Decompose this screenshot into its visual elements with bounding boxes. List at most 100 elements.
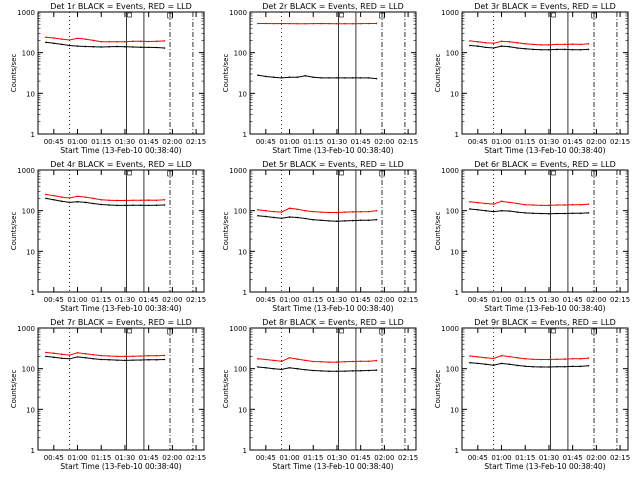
chart-title: Det 4r BLACK = Events, RED = LLD bbox=[50, 160, 192, 169]
series-point bbox=[147, 199, 150, 201]
x-tick-label: 00:45 bbox=[468, 138, 488, 146]
series-point bbox=[147, 204, 150, 207]
series-point bbox=[163, 358, 166, 361]
x-tick-label: 01:00 bbox=[279, 454, 299, 462]
series-point bbox=[76, 195, 79, 198]
x-tick-label: 02:15 bbox=[186, 296, 206, 304]
series-point bbox=[84, 357, 87, 359]
series-point bbox=[579, 43, 582, 46]
y-axis-label: Counts/sec bbox=[434, 370, 442, 409]
series-point bbox=[108, 45, 110, 48]
series-point bbox=[375, 77, 378, 80]
y-tick-label: 1 bbox=[455, 131, 459, 139]
series-point bbox=[532, 48, 534, 51]
x-tick-label: 01:30 bbox=[539, 454, 559, 462]
series-point bbox=[163, 199, 166, 201]
x-tick-label: 02:00 bbox=[374, 454, 394, 462]
series-point bbox=[587, 357, 590, 359]
y-tick-label: 10 bbox=[450, 406, 459, 414]
x-tick-label: 02:15 bbox=[610, 296, 630, 304]
y-tick-label: 100 bbox=[22, 366, 35, 374]
series-point bbox=[280, 217, 283, 220]
series-point bbox=[540, 212, 542, 215]
x-tick-label: 01:15 bbox=[91, 454, 111, 462]
series-point bbox=[288, 367, 291, 369]
flag-box bbox=[127, 328, 132, 334]
series-point bbox=[116, 204, 118, 207]
series-point bbox=[556, 43, 558, 46]
series-point bbox=[375, 369, 378, 371]
series-point bbox=[124, 204, 126, 207]
y-tick-label: 100 bbox=[234, 208, 247, 216]
x-tick-label: 01:30 bbox=[539, 296, 559, 304]
series-point bbox=[524, 357, 527, 360]
x-tick-label: 01:30 bbox=[327, 454, 347, 462]
x-tick-label: 01:15 bbox=[303, 138, 323, 146]
flag-box bbox=[551, 12, 556, 18]
x-tick-label: 02:00 bbox=[162, 454, 182, 462]
series-point bbox=[328, 361, 330, 363]
y-tick-label: 100 bbox=[234, 50, 247, 58]
series-point bbox=[76, 356, 79, 358]
series-point bbox=[540, 366, 542, 368]
series-point bbox=[265, 367, 267, 369]
chart-title: Det 1r BLACK = Events, RED = LLD bbox=[50, 2, 192, 11]
y-axis-label: Counts/sec bbox=[10, 212, 18, 251]
series-point bbox=[116, 359, 118, 361]
series-point bbox=[155, 40, 158, 43]
series-line bbox=[257, 357, 377, 363]
series-point bbox=[344, 77, 346, 79]
series-point bbox=[100, 358, 103, 361]
series-point bbox=[579, 365, 582, 368]
series-point bbox=[328, 211, 330, 214]
series-line bbox=[469, 355, 589, 360]
series-point bbox=[548, 366, 550, 368]
series-point bbox=[296, 208, 299, 211]
y-tick-label: 1 bbox=[455, 447, 459, 455]
series-point bbox=[257, 22, 259, 25]
series-point bbox=[100, 41, 103, 43]
series-point bbox=[328, 77, 330, 79]
flag-box bbox=[339, 12, 344, 18]
chart-panel: Det 3r BLACK = Events, RED = LLD 1 10 100 10… bbox=[434, 2, 630, 155]
series-point bbox=[500, 40, 503, 43]
x-tick-label: 01:00 bbox=[491, 296, 511, 304]
series-point bbox=[53, 42, 55, 45]
series-point bbox=[312, 210, 315, 213]
series-point bbox=[563, 204, 566, 206]
series-point bbox=[92, 45, 95, 48]
series-point bbox=[76, 201, 79, 203]
series-point bbox=[68, 201, 71, 204]
series-point bbox=[265, 215, 267, 218]
flag-box bbox=[127, 170, 132, 176]
chart-title: Det 2r BLACK = Events, RED = LLD bbox=[262, 2, 404, 11]
chart-panel: Det 2r BLACK = Events, RED = LLD 1 10 100 10… bbox=[222, 2, 418, 155]
y-tick-label: 10 bbox=[26, 90, 35, 98]
series-point bbox=[500, 354, 503, 357]
flag-box bbox=[591, 170, 597, 177]
series-point bbox=[304, 22, 307, 25]
y-tick-label: 1 bbox=[31, 289, 35, 297]
series-point bbox=[548, 44, 550, 46]
series-point bbox=[280, 368, 283, 371]
series-point bbox=[367, 210, 370, 213]
series-line bbox=[257, 207, 377, 213]
flag-box bbox=[167, 12, 173, 19]
x-tick-label: 02:15 bbox=[398, 138, 418, 146]
series-point bbox=[84, 353, 87, 355]
x-tick-label: 00:45 bbox=[44, 138, 64, 146]
y-axis-label: Counts/sec bbox=[222, 370, 230, 409]
series-point bbox=[344, 22, 346, 25]
series-point bbox=[272, 22, 275, 25]
series-point bbox=[563, 43, 566, 46]
series-line bbox=[45, 197, 165, 206]
series-point bbox=[155, 359, 158, 361]
series-line bbox=[257, 74, 377, 80]
series-point bbox=[139, 359, 142, 361]
series-point bbox=[375, 359, 378, 362]
series-point bbox=[84, 38, 87, 40]
plot-frame bbox=[249, 327, 417, 451]
series-point bbox=[571, 48, 574, 51]
plot-frame bbox=[37, 169, 205, 293]
